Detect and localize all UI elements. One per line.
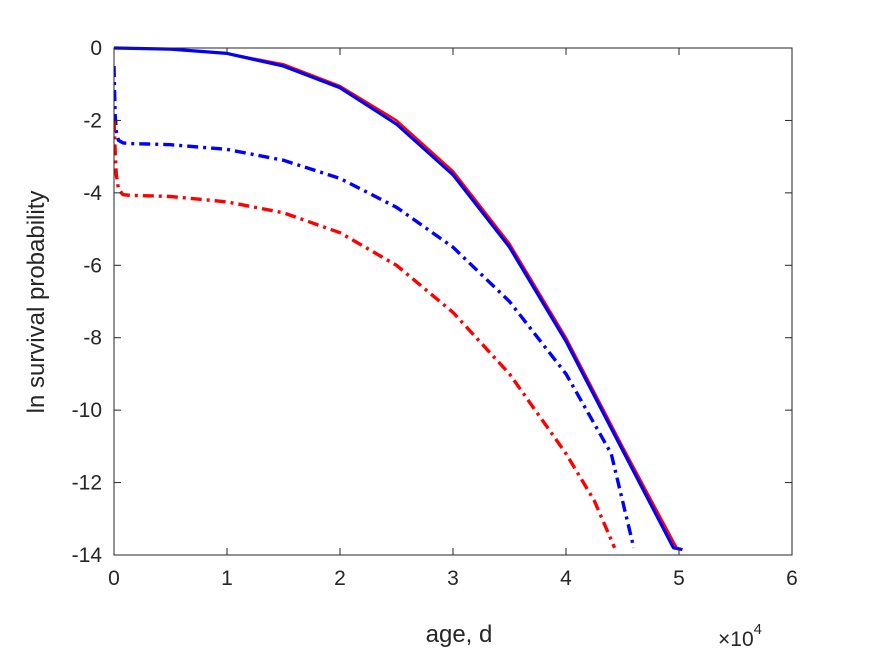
x-multiplier-exponent: 4 — [754, 621, 762, 638]
y-tick-label: -10 — [72, 399, 102, 422]
series-line-2 — [114, 46, 683, 552]
y-tick-label: -4 — [83, 182, 102, 205]
x-tick-label: 3 — [447, 567, 459, 590]
axes: 0 1 2 3 4 5 6 0 -2 -4 -6 -8 -10 -12 -14 — [72, 37, 798, 590]
y-tick-label: 0 — [90, 37, 102, 60]
x-axis-multiplier: ×104 — [718, 621, 762, 651]
y-tick-label: -2 — [83, 109, 102, 132]
x-tick-label: 1 — [221, 567, 233, 590]
y-tick-label: -12 — [72, 472, 102, 495]
axes-box — [113, 47, 793, 556]
series-line-3 — [114, 66, 636, 549]
x-multiplier-base: ×10 — [718, 628, 754, 651]
x-tick-label: 6 — [786, 567, 798, 590]
x-tick-label: 0 — [108, 567, 120, 590]
series-line-1 — [114, 46, 683, 551]
y-tick-label: -8 — [83, 327, 102, 350]
x-tick-label: 2 — [334, 567, 346, 590]
plot-area — [114, 46, 683, 552]
series-line-4 — [114, 120, 617, 549]
x-tick-label: 5 — [673, 567, 685, 590]
y-tick-label: -6 — [83, 254, 102, 277]
x-tick-label: 4 — [560, 567, 572, 590]
x-axis-label: age, d — [426, 621, 493, 648]
y-axis-label: ln survival probability — [23, 191, 50, 414]
y-tick-label: -14 — [72, 544, 103, 567]
